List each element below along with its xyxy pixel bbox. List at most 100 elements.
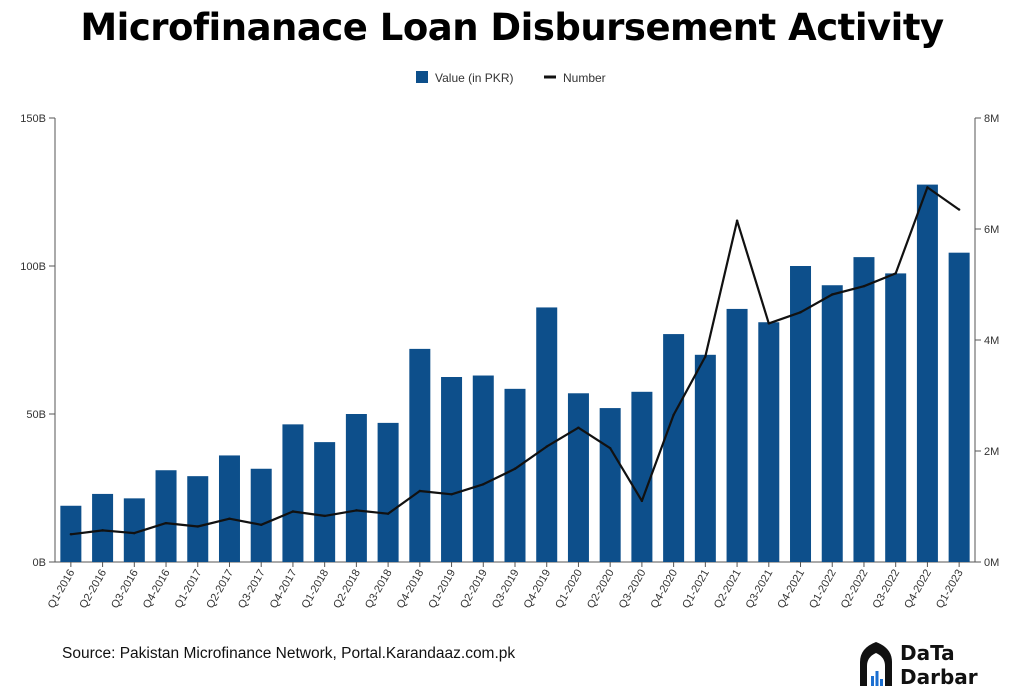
legend: Value (in PKR) Number (416, 71, 606, 85)
line-point (767, 322, 770, 325)
line-point (577, 426, 580, 429)
bar (821, 285, 843, 562)
line-point (704, 355, 707, 358)
bar (948, 252, 970, 562)
x-tick-label: Q2-2017 (204, 568, 236, 611)
line-point (545, 445, 548, 448)
x-tick-label: Q1-2016 (46, 568, 78, 611)
line-point (672, 413, 675, 417)
line-point (894, 272, 897, 275)
axes: 0B 50B 100B 150B 0M 2M 4M 6M 8M (20, 113, 999, 569)
x-tick-label: Q2-2016 (77, 568, 109, 611)
line-point (133, 531, 136, 535)
bar (250, 468, 272, 562)
line-point (450, 493, 453, 496)
bar (345, 414, 367, 562)
x-tick-label: Q3-2016 (109, 568, 141, 611)
x-tick-label: Q1-2017 (173, 568, 205, 611)
x-tick-label: Q4-2018 (395, 568, 427, 611)
line-point (418, 489, 422, 493)
x-tick-label: Q2-2020 (585, 568, 617, 611)
x-tick-label: Q3-2020 (617, 568, 649, 611)
bar (472, 375, 494, 562)
line-point (291, 510, 295, 513)
line-point (513, 467, 517, 470)
bar (218, 455, 240, 562)
x-tick-label: Q2-2022 (839, 568, 871, 611)
x-tick-label: Q1-2022 (807, 568, 839, 611)
line-point (799, 311, 802, 314)
bar (790, 266, 812, 562)
left-tick-label: 100B (20, 261, 46, 273)
right-tick-label: 8M (984, 113, 999, 125)
x-tick-label: Q1-2023 (934, 568, 966, 611)
bar (567, 393, 589, 562)
x-tick-label: Q3-2021 (744, 568, 776, 611)
line-series (69, 186, 961, 536)
x-tick-label: Q3-2019 (490, 568, 522, 611)
bar-series (60, 184, 970, 562)
line-point (640, 499, 644, 503)
x-tick-label: Q1-2019 (426, 568, 458, 611)
left-tick-label: 0B (33, 557, 46, 569)
bar (187, 476, 209, 562)
x-tick-label: Q2-2018 (331, 568, 363, 611)
logo-text-bottom: Darbar (900, 665, 978, 688)
line-point (228, 517, 231, 520)
line-point (101, 529, 104, 532)
x-tick-label: Q3-2017 (236, 568, 268, 611)
bar (758, 322, 780, 562)
x-tick-label: Q2-2019 (458, 568, 490, 611)
x-tick-label: Q3-2022 (870, 568, 902, 611)
x-tick-labels: Q1-2016 Q2-2016 Q3-2016 Q4-2016 Q1-2017 Q2-20… (46, 568, 966, 611)
data-darbar-logo: DaTa Darbar (860, 641, 978, 688)
line-point (957, 208, 961, 211)
line-point (196, 525, 199, 528)
bar (726, 308, 748, 562)
bar (282, 424, 304, 562)
x-tick-label: Q4-2016 (141, 568, 173, 611)
bar (853, 257, 875, 562)
line-point (926, 186, 929, 189)
bar (92, 493, 114, 562)
bar (155, 470, 177, 562)
legend-label-number: Number (563, 71, 606, 85)
x-tick-label: Q1-2021 (680, 568, 712, 611)
line-point (735, 219, 739, 222)
x-tick-label: Q4-2020 (648, 568, 680, 611)
left-tick-label: 50B (26, 409, 46, 421)
line-point (831, 293, 834, 296)
x-tick-label: Q4-2017 (268, 568, 300, 611)
right-tick-label: 6M (984, 224, 999, 236)
bar (409, 348, 431, 562)
bar (123, 498, 145, 562)
legend-swatch-value (416, 71, 428, 83)
line-point (482, 483, 485, 486)
x-tick-label: Q4-2022 (902, 568, 934, 611)
right-tick-label: 4M (984, 335, 999, 347)
line-point (608, 447, 612, 450)
x-tick-label: Q3-2018 (363, 568, 395, 611)
bar (885, 273, 907, 562)
line-point (164, 521, 168, 525)
bar (377, 422, 399, 562)
bar (694, 354, 716, 562)
left-tick-label: 150B (20, 113, 46, 125)
right-tick-label: 0M (984, 557, 999, 569)
line-point (69, 533, 73, 536)
chart-title: Microfinanace Loan Disbursement Activity (80, 6, 944, 49)
logo-text-top: DaTa (900, 641, 955, 665)
line-point (386, 512, 390, 515)
x-tick-label: Q4-2019 (522, 568, 554, 611)
x-tick-label: Q1-2018 (299, 568, 331, 611)
bar (599, 408, 621, 562)
right-tick-label: 2M (984, 446, 999, 458)
line-point (260, 523, 263, 527)
bar (441, 377, 463, 562)
bar (536, 307, 558, 562)
line-point (355, 509, 358, 512)
x-tick-label: Q4-2021 (775, 568, 807, 611)
bar (631, 391, 653, 562)
bar (504, 388, 526, 562)
